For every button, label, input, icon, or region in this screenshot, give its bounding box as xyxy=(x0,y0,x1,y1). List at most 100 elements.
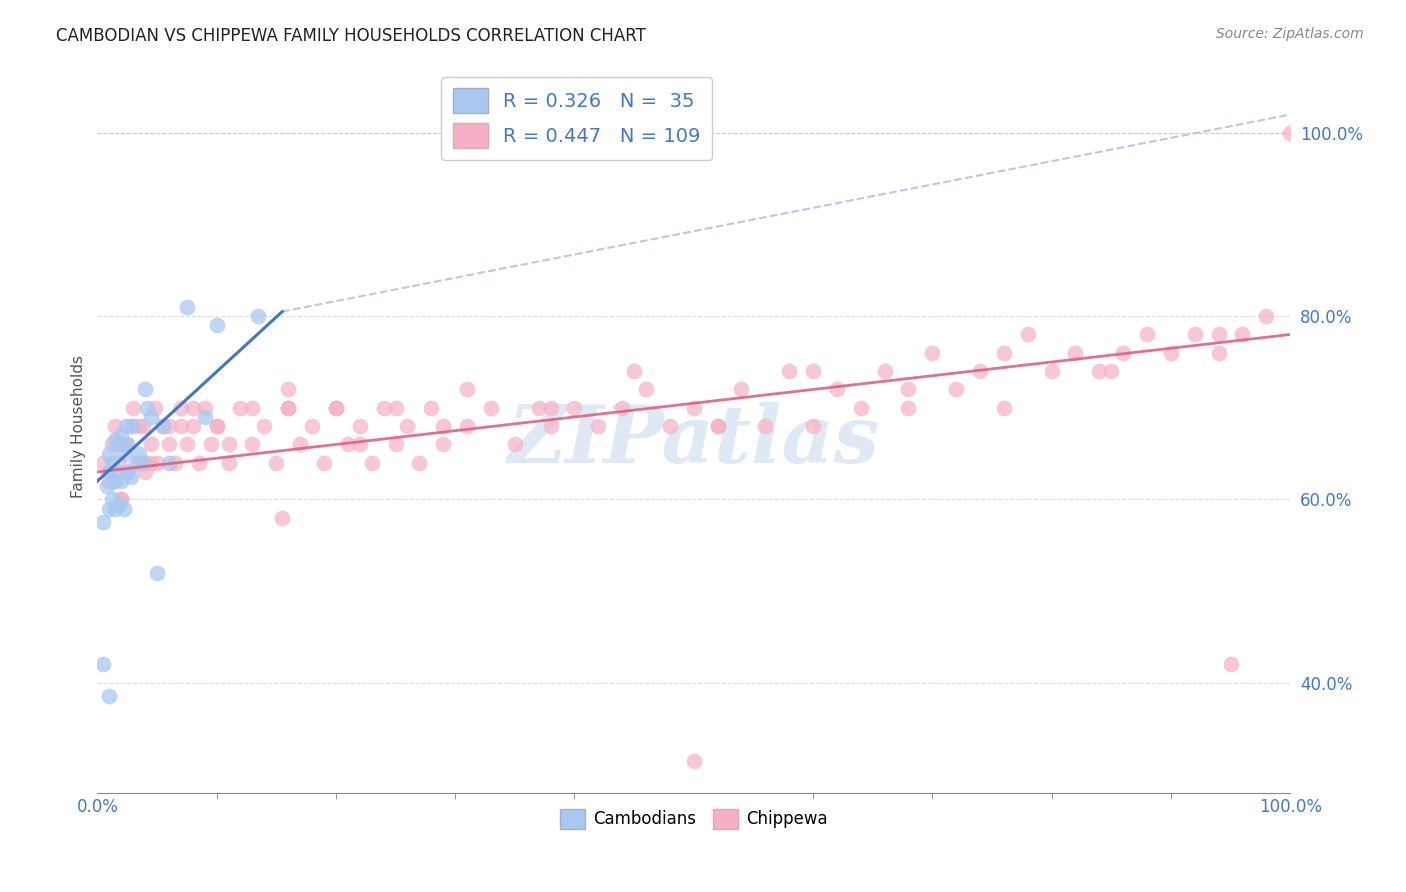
Point xyxy=(105,465,128,479)
Point xyxy=(100,492,122,507)
Point xyxy=(170,419,193,434)
Point xyxy=(187,456,209,470)
Point xyxy=(104,433,127,447)
Point xyxy=(432,419,454,434)
Point xyxy=(264,456,287,470)
Legend: Cambodians, Chippewa: Cambodians, Chippewa xyxy=(553,802,834,836)
Point xyxy=(1099,364,1122,378)
Point xyxy=(110,492,132,507)
Point xyxy=(277,383,299,397)
Point xyxy=(373,401,395,415)
Point xyxy=(801,419,824,434)
Point xyxy=(873,364,896,378)
Point xyxy=(623,364,645,378)
Point xyxy=(110,492,132,507)
Point xyxy=(271,510,294,524)
Point xyxy=(146,566,169,580)
Point xyxy=(100,437,122,451)
Y-axis label: Family Households: Family Households xyxy=(72,355,86,498)
Point xyxy=(98,474,121,488)
Point xyxy=(384,437,406,451)
Point xyxy=(540,401,562,415)
Point xyxy=(612,401,634,415)
Point xyxy=(969,364,991,378)
Point xyxy=(181,419,204,434)
Point xyxy=(730,383,752,397)
Point xyxy=(139,409,162,424)
Point xyxy=(104,501,127,516)
Point xyxy=(384,401,406,415)
Point xyxy=(706,419,728,434)
Point xyxy=(682,754,704,768)
Point xyxy=(103,474,125,488)
Point xyxy=(1040,364,1063,378)
Point xyxy=(1184,327,1206,342)
Point xyxy=(131,419,153,434)
Point xyxy=(131,456,153,470)
Point xyxy=(96,478,118,492)
Point xyxy=(253,419,276,434)
Point xyxy=(194,401,217,415)
Point xyxy=(104,474,127,488)
Point xyxy=(301,419,323,434)
Point xyxy=(396,419,419,434)
Point xyxy=(122,419,145,434)
Point xyxy=(170,401,193,415)
Point xyxy=(98,690,121,704)
Point xyxy=(115,465,138,479)
Point xyxy=(108,497,131,511)
Point xyxy=(104,419,127,434)
Point xyxy=(897,401,920,415)
Point xyxy=(277,401,299,415)
Point xyxy=(98,447,121,461)
Point xyxy=(1112,346,1135,360)
Point xyxy=(456,383,478,397)
Point xyxy=(112,447,135,461)
Point xyxy=(336,437,359,451)
Point xyxy=(682,401,704,415)
Point xyxy=(1279,126,1302,140)
Point xyxy=(1208,346,1230,360)
Point xyxy=(200,437,222,451)
Point xyxy=(152,419,174,434)
Point xyxy=(128,419,150,434)
Point xyxy=(120,419,142,434)
Point xyxy=(325,401,347,415)
Point xyxy=(112,501,135,516)
Point xyxy=(1088,364,1111,378)
Point xyxy=(122,401,145,415)
Point xyxy=(124,456,146,470)
Point xyxy=(136,401,159,415)
Point xyxy=(143,401,166,415)
Point xyxy=(993,401,1015,415)
Point xyxy=(108,437,131,451)
Point xyxy=(1136,327,1159,342)
Point xyxy=(479,401,502,415)
Point xyxy=(194,409,217,424)
Point xyxy=(115,437,138,451)
Point xyxy=(134,456,156,470)
Point xyxy=(157,437,180,451)
Point xyxy=(503,437,526,451)
Point xyxy=(218,456,240,470)
Point xyxy=(564,401,586,415)
Point xyxy=(146,456,169,470)
Point xyxy=(91,456,114,470)
Point xyxy=(152,419,174,434)
Point xyxy=(120,469,142,483)
Point xyxy=(1256,309,1278,323)
Point xyxy=(408,456,430,470)
Point xyxy=(128,447,150,461)
Point xyxy=(115,437,138,451)
Point xyxy=(205,419,228,434)
Point xyxy=(325,401,347,415)
Point xyxy=(112,437,135,451)
Point xyxy=(242,401,264,415)
Point xyxy=(1160,346,1182,360)
Point xyxy=(349,419,371,434)
Point xyxy=(277,401,299,415)
Point xyxy=(91,516,114,530)
Point xyxy=(801,364,824,378)
Point xyxy=(1232,327,1254,342)
Point xyxy=(420,401,443,415)
